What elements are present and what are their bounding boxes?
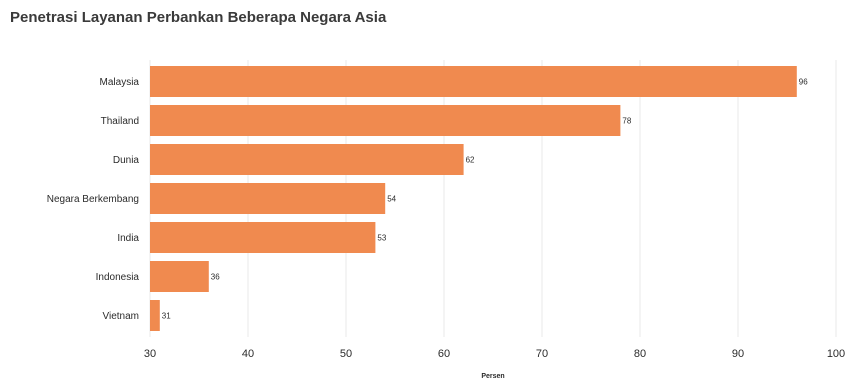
category-label-thailand: Thailand	[101, 116, 139, 127]
bar-thailand	[150, 105, 621, 136]
x-tick-label-100: 100	[827, 348, 845, 360]
value-label-malaysia: 96	[799, 78, 808, 87]
bar-vietnam	[150, 300, 160, 331]
x-tick-label-30: 30	[144, 348, 156, 360]
x-tick-label-50: 50	[340, 348, 352, 360]
bar-india	[150, 222, 376, 253]
value-label-indonesia: 36	[211, 273, 220, 282]
x-axis-title: Persen	[481, 373, 504, 380]
category-label-indonesia: Indonesia	[96, 272, 140, 283]
category-labels: Malaysia Thailand Dunia Negara Berkembang In…	[47, 77, 140, 322]
category-label-india: India	[117, 233, 139, 244]
x-tick-label-80: 80	[634, 348, 646, 360]
x-axis-ticks: 30 40 50 60 70 80 90 100	[144, 348, 845, 360]
value-label-india: 53	[377, 234, 386, 243]
x-tick-label-40: 40	[242, 348, 254, 360]
bar-indonesia	[150, 261, 209, 292]
value-label-vietnam: 31	[162, 312, 171, 321]
bar-dunia	[150, 144, 464, 175]
category-label-dunia: Dunia	[113, 155, 140, 166]
x-tick-label-70: 70	[536, 348, 548, 360]
chart-title: Penetrasi Layanan Perbankan Beberapa Neg…	[10, 9, 387, 26]
bar-malaysia	[150, 66, 797, 97]
value-label-dunia: 62	[466, 156, 475, 165]
bar-negara-berkembang	[150, 183, 386, 214]
value-label-thailand: 78	[622, 117, 631, 126]
x-tick-label-90: 90	[732, 348, 744, 360]
bars	[150, 66, 797, 331]
category-label-vietnam: Vietnam	[102, 311, 139, 322]
value-labels: 96 78 62 54 53 36 31	[162, 78, 808, 321]
category-label-malaysia: Malaysia	[100, 77, 140, 88]
value-label-negara-berkembang: 54	[387, 195, 396, 204]
category-label-negara-berkembang: Negara Berkembang	[47, 194, 139, 205]
x-tick-label-60: 60	[438, 348, 450, 360]
